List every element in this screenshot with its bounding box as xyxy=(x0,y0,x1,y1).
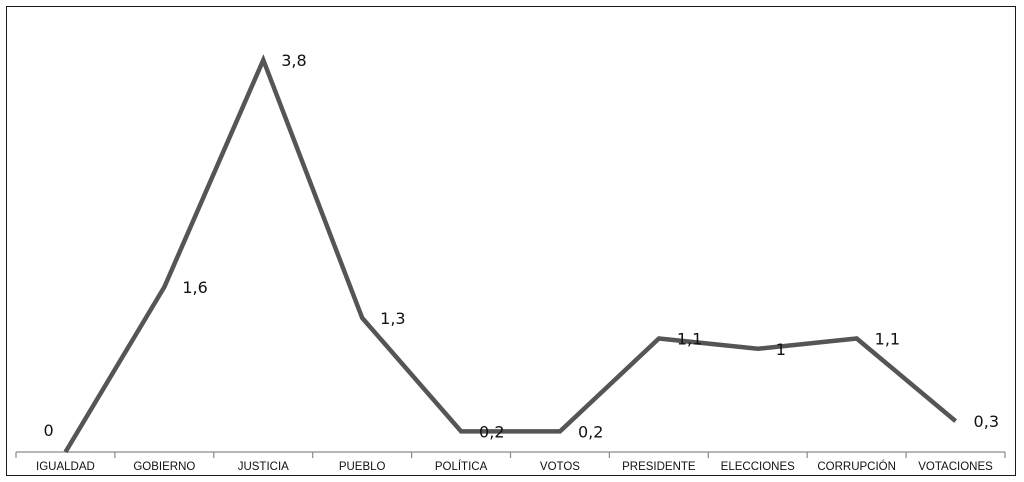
x-tick-label: IGUALDAD xyxy=(36,461,95,473)
data-label: 1,3 xyxy=(380,309,405,328)
x-tick-label: POLÍTICA xyxy=(435,460,488,473)
chart-frame xyxy=(6,6,1016,476)
x-tick-label: ELECCIONES xyxy=(721,461,795,473)
x-tick-label: PUEBLO xyxy=(339,461,386,473)
data-label: 3,8 xyxy=(281,51,306,70)
data-label: 0,3 xyxy=(974,412,999,431)
x-tick-label: VOTACIONES xyxy=(918,461,993,473)
data-label: 0,2 xyxy=(479,422,504,441)
x-tick-label: CORRUPCIÓN xyxy=(817,460,896,473)
x-tick-label: GOBIERNO xyxy=(133,461,195,473)
x-tick-label: VOTOS xyxy=(540,461,580,473)
data-label: 1,1 xyxy=(875,330,900,349)
x-tick-label: PRESIDENTE xyxy=(622,461,696,473)
data-label: 0,2 xyxy=(578,422,603,441)
series-line xyxy=(63,54,958,454)
plot-area: IGUALDAD GOBIERNO JUSTICIA PUEBLO POLÍTICA VO… xyxy=(15,51,1006,473)
x-tick-label: JUSTICIA xyxy=(238,461,289,473)
data-label: 1,6 xyxy=(182,278,207,297)
data-label: 1,1 xyxy=(677,330,702,349)
data-label: 0 xyxy=(43,421,53,440)
data-label: 1 xyxy=(776,340,786,359)
